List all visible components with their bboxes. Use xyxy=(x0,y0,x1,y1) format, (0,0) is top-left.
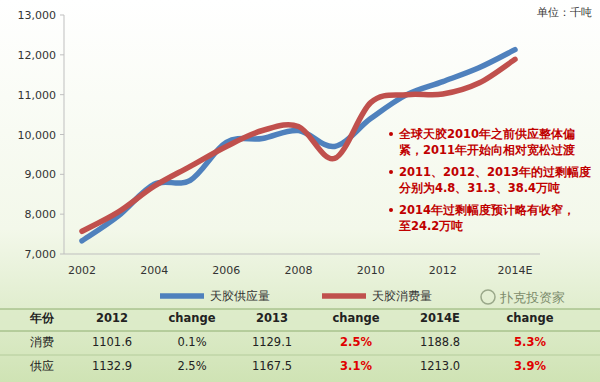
table-rule xyxy=(0,331,600,332)
table-cell: 5.3% xyxy=(514,335,546,349)
y-tick-label: 9,000 xyxy=(25,168,57,181)
table-rule xyxy=(0,355,600,356)
table-cell: 3.9% xyxy=(514,359,546,373)
bullet xyxy=(389,132,393,136)
x-tick-label: 2008 xyxy=(285,264,313,277)
y-tick-label: 12,000 xyxy=(18,49,57,62)
table-header: change xyxy=(169,311,216,325)
legend-swatch xyxy=(160,293,204,299)
watermark-icon xyxy=(481,290,495,304)
y-tick xyxy=(60,134,64,135)
watermark: 扑克投资家 xyxy=(499,290,565,305)
table-cell: 1101.6 xyxy=(92,335,132,349)
x-tick-label: 2012 xyxy=(429,264,457,277)
y-tick xyxy=(60,254,64,255)
table-header: 2013 xyxy=(256,311,288,325)
table-cell: 3.1% xyxy=(340,359,372,373)
legend-label: 天胶消费量 xyxy=(372,289,432,303)
table-cell: 1129.1 xyxy=(252,335,292,349)
table-cell: 0.1% xyxy=(177,335,206,349)
annotation: 2011、2012、2013年的过剩幅度 xyxy=(399,165,591,179)
x-tick-label: 2004 xyxy=(140,264,168,277)
background xyxy=(0,0,600,382)
x-tick-label: 2006 xyxy=(212,264,240,277)
legend-swatch xyxy=(322,293,366,299)
table-cell: 供应 xyxy=(30,359,54,373)
table-cell: 消费 xyxy=(30,335,54,349)
y-tick-label: 11,000 xyxy=(18,89,57,102)
table-header: change xyxy=(333,311,380,325)
table-header: 2012 xyxy=(96,311,128,325)
chart: 7,000 8,000 9,000 10,000 11,000 12,000 13,000 2… xyxy=(0,0,600,382)
table-cell: 1132.9 xyxy=(92,359,132,373)
table-cell: 1188.8 xyxy=(420,335,460,349)
y-tick-label: 10,000 xyxy=(18,129,57,142)
table-cell: 2.5% xyxy=(177,359,206,373)
annotation: 全球天胶2010年之前供应整体偏 xyxy=(398,127,575,141)
bullet xyxy=(389,170,393,174)
x-tick-label: 2014E xyxy=(498,264,533,277)
table-cell: 2.5% xyxy=(340,335,372,349)
y-tick xyxy=(60,54,64,55)
table-header: 2014E xyxy=(420,311,460,325)
x-tick-label: 2002 xyxy=(68,264,96,277)
table-rule xyxy=(0,309,600,310)
y-tick xyxy=(60,174,64,175)
legend-label: 天胶供应量 xyxy=(210,289,270,303)
annotation: 至24.2万吨 xyxy=(398,219,463,233)
y-tick-label: 7,000 xyxy=(25,248,57,261)
table-header-bg xyxy=(0,309,600,331)
table-header: change xyxy=(507,311,554,325)
y-tick xyxy=(60,15,64,16)
annotation: 2014年过剩幅度预计略有收窄， xyxy=(399,203,575,217)
x-tick-label: 2010 xyxy=(357,264,385,277)
y-tick xyxy=(60,214,64,215)
table-cell: 1213.0 xyxy=(420,359,460,373)
table-cell: 1167.5 xyxy=(252,359,292,373)
x-axis xyxy=(64,254,540,255)
y-tick-label: 8,000 xyxy=(25,208,57,221)
y-tick xyxy=(60,94,64,95)
y-tick-label: 13,000 xyxy=(18,9,57,22)
table-header: 年份 xyxy=(29,311,55,325)
annotation: 紧，2011年开始向相对宽松过渡 xyxy=(399,143,575,157)
unit-label: 单位：千吨 xyxy=(537,6,592,19)
annotation: 分别为4.8、31.3、38.4万吨 xyxy=(398,181,560,195)
bullet xyxy=(389,208,393,212)
